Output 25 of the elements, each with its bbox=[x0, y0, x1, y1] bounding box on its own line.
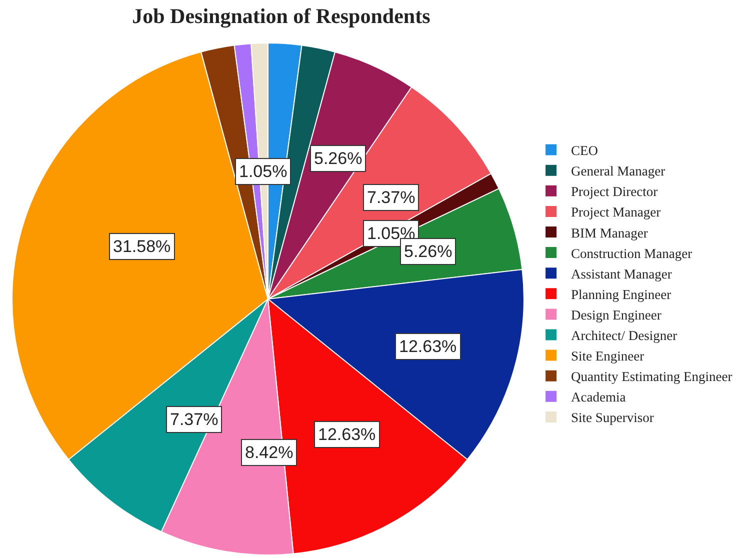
legend-label: Project Director bbox=[571, 184, 658, 200]
data-label: 7.37% bbox=[170, 410, 218, 429]
legend-label: Design Engineer bbox=[571, 307, 662, 322]
legend-label: BIM Manager bbox=[571, 225, 648, 240]
data-label: 31.58% bbox=[113, 237, 171, 256]
legend-label: Site Supervisor bbox=[571, 410, 654, 426]
legend-label: Quantity Estimating Engineer bbox=[571, 369, 733, 384]
legend-label: Architect/ Designer bbox=[571, 328, 678, 344]
legend-label: Assistant Manager bbox=[571, 266, 672, 282]
data-label: 12.63% bbox=[318, 425, 376, 444]
legend-label: Construction Manager bbox=[571, 246, 693, 261]
data-label: 12.63% bbox=[399, 337, 457, 356]
data-label: 1.05% bbox=[239, 162, 288, 181]
data-label: 5.26% bbox=[314, 149, 362, 168]
legend-label: CEO bbox=[571, 143, 598, 158]
data-label: 1.05% bbox=[367, 224, 416, 243]
legend-label: Academia bbox=[571, 390, 626, 405]
legend-label: Site Engineer bbox=[571, 348, 645, 364]
legend-label: General Manager bbox=[571, 164, 666, 179]
data-label: 5.26% bbox=[404, 242, 452, 261]
data-label: 8.42% bbox=[245, 443, 294, 462]
data-label: 7.37% bbox=[367, 188, 416, 207]
chart-title: Job Desingnation of Respondents bbox=[132, 4, 430, 28]
legend-label: Project Manager bbox=[571, 204, 662, 220]
legend-label: Planning Engineer bbox=[571, 286, 672, 302]
